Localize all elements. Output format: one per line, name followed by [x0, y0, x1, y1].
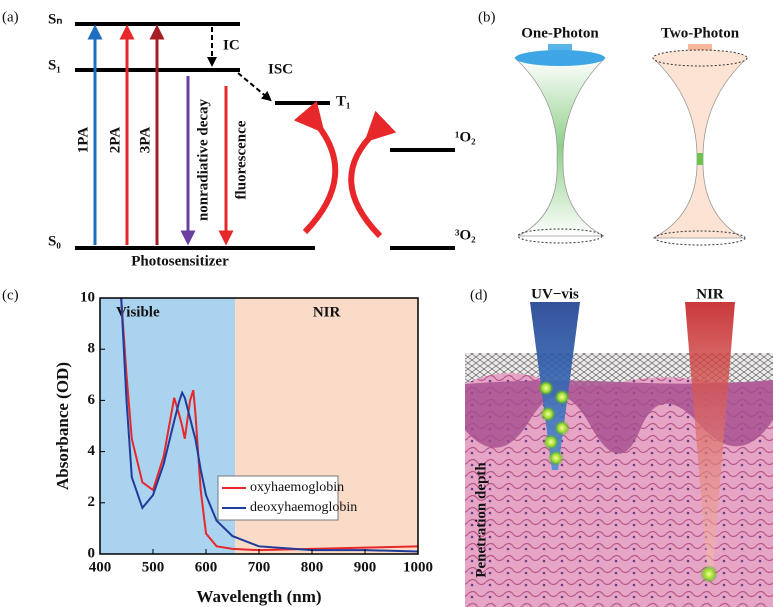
transition-label: 1PA [75, 127, 91, 154]
y-axis-label: Absorbance (OD) [53, 362, 72, 490]
y-tick-label: 8 [88, 341, 96, 357]
x-tick-label: 700 [248, 559, 271, 575]
focal-spot [697, 153, 703, 165]
x-tick-label: 600 [195, 559, 218, 575]
transition-label: IC [223, 37, 240, 53]
excitation-spot [540, 406, 556, 422]
legend-label: oxyhaemoglobin [250, 480, 344, 495]
beam-label: One-Photon [521, 25, 599, 41]
region-label: NIR [313, 304, 341, 320]
arrow [305, 122, 335, 232]
panel-label: (c) [2, 287, 19, 303]
y-tick-label: 6 [88, 392, 96, 408]
panel-label: (b) [478, 9, 496, 25]
panel-label: (a) [2, 9, 19, 25]
y-tick-label: 4 [88, 443, 96, 459]
x-tick-label: 800 [301, 559, 324, 575]
y-tick-label: 10 [80, 289, 95, 305]
x-tick-label: 400 [89, 559, 112, 575]
y-tick-label: 2 [88, 494, 96, 510]
x-tick-label: 900 [354, 559, 377, 575]
axis-label: Penetration depth [473, 462, 489, 578]
beam-label: NIR [696, 286, 724, 302]
arrow [238, 73, 268, 98]
x-axis-label: Wavelength (nm) [196, 587, 321, 606]
x-tick-label: 1000 [403, 559, 433, 575]
level-label: ³O₂ [455, 227, 476, 243]
cone [515, 58, 605, 236]
beam-label: Two-Photon [661, 25, 740, 41]
figure: (a) Sₙ S₁ S₀ T₁ ¹O₂ ³O₂ IC ISC 1PA 2PA 3… [0, 0, 773, 607]
level-label: ¹O₂ [455, 129, 476, 145]
transition-label: nonradiative decay [195, 98, 211, 221]
molecule-label: Photosensitizer [131, 253, 229, 269]
legend-label: deoxyhaemoglobin [250, 500, 357, 515]
cone [653, 58, 747, 238]
x-tick-label: 500 [142, 559, 165, 575]
level-label: Sₙ [48, 11, 62, 27]
transition-label: ISC [268, 61, 293, 77]
transition-label: 3PA [137, 127, 153, 154]
transition-label: 2PA [107, 127, 123, 154]
excitation-spot [554, 389, 570, 405]
cone-top [653, 50, 747, 66]
excitation-spot [548, 450, 564, 466]
y-tick-label: 0 [88, 545, 96, 561]
level-label: S₀ [48, 233, 61, 249]
arrow [351, 132, 380, 236]
excitation-spot [538, 380, 554, 396]
beam-label: UV−vis [531, 286, 579, 302]
cone-top [515, 50, 605, 66]
level-label: S₁ [48, 57, 61, 73]
excitation-spot [554, 420, 570, 436]
transition-label: fluorescence [233, 120, 249, 199]
panel-label: (d) [470, 287, 488, 303]
excitation-spot [543, 434, 559, 450]
level-label: T₁ [336, 93, 351, 109]
excitation-spot [700, 565, 718, 583]
